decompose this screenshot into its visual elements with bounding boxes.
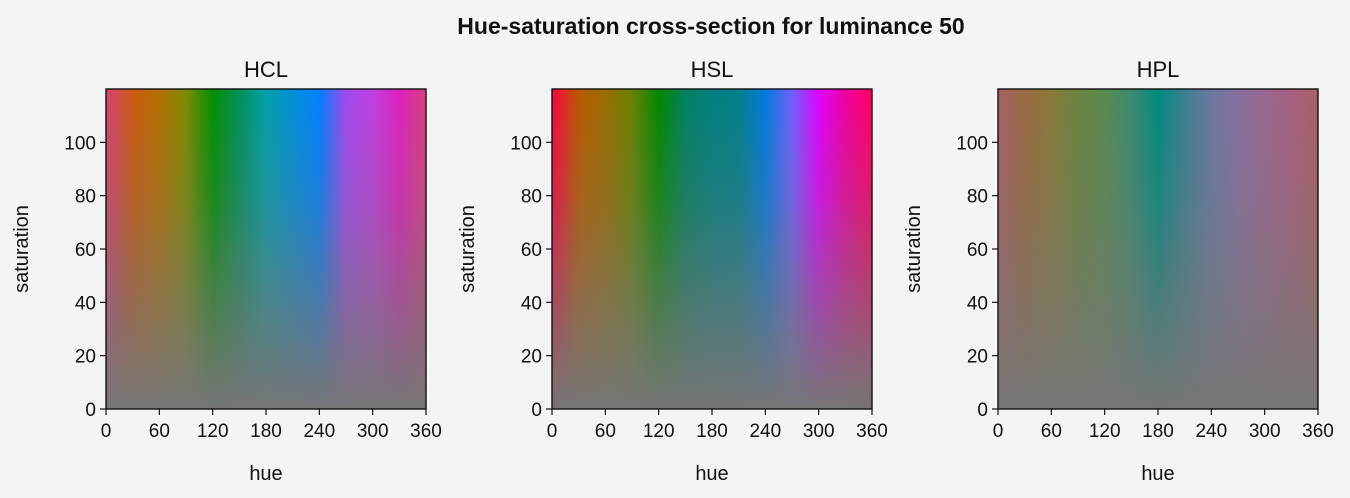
x-axis-label: hue: [1141, 463, 1174, 485]
panel-hsl: HSL 0 60 120 180 240 300 360 0 20 40 60 80 100 hue satu…: [457, 57, 888, 485]
x-tick-label: 0: [993, 421, 1004, 442]
heatmap-saturation-layer: [106, 89, 426, 409]
y-tick-label: 80: [967, 187, 988, 208]
y-tick-label: 80: [75, 187, 96, 208]
y-axis-label: saturation: [457, 205, 479, 293]
y-tick-label: 0: [977, 400, 988, 421]
x-tick-label: 180: [250, 421, 282, 442]
y-tick-label: 20: [75, 347, 96, 368]
x-tick-label: 180: [696, 421, 728, 442]
y-tick-label: 40: [75, 293, 96, 314]
x-tick-label: 240: [749, 421, 781, 442]
x-tick-label: 240: [303, 421, 335, 442]
y-axis-label: saturation: [11, 205, 33, 293]
x-tick-label: 60: [1041, 421, 1062, 442]
x-tick-label: 360: [1302, 421, 1334, 442]
y-tick-label: 100: [64, 133, 96, 154]
y-tick-label: 0: [85, 400, 96, 421]
x-tick-label: 0: [547, 421, 558, 442]
x-axis-label: hue: [695, 463, 728, 485]
x-tick-label: 360: [410, 421, 442, 442]
y-tick-label: 20: [521, 347, 542, 368]
y-tick-label: 40: [967, 293, 988, 314]
x-tick-label: 60: [595, 421, 616, 442]
y-tick-label: 100: [510, 133, 542, 154]
x-tick-label: 120: [1089, 421, 1121, 442]
x-tick-label: 120: [643, 421, 675, 442]
y-tick-label: 60: [967, 240, 988, 261]
x-tick-label: 300: [1249, 421, 1281, 442]
panel-title: HPL: [1137, 57, 1180, 82]
y-tick-label: 80: [521, 187, 542, 208]
y-axis-label: saturation: [903, 205, 925, 293]
x-tick-label: 60: [149, 421, 170, 442]
x-tick-label: 120: [197, 421, 229, 442]
x-tick-label: 240: [1195, 421, 1227, 442]
y-tick-label: 20: [967, 347, 988, 368]
y-tick-label: 0: [531, 400, 542, 421]
panel-hcl: HCL 0 60 120 180 240 300 360 0 20 40 60 80 100 hue satu…: [11, 57, 442, 485]
x-tick-label: 300: [803, 421, 835, 442]
x-tick-label: 0: [101, 421, 112, 442]
y-tick-label: 60: [521, 240, 542, 261]
heatmap-saturation-layer: [998, 89, 1318, 409]
panel-title: HCL: [244, 57, 288, 82]
panel-hpl: HPL 0 60 120 180 240 300 360 0 20 40 60 80 100 hue satu…: [903, 57, 1334, 485]
x-axis-label: hue: [249, 463, 282, 485]
figure-suptitle: Hue-saturation cross-section for luminan…: [457, 13, 964, 39]
panel-title: HSL: [691, 57, 734, 82]
x-tick-label: 180: [1142, 421, 1174, 442]
x-tick-label: 300: [357, 421, 389, 442]
y-tick-label: 40: [521, 293, 542, 314]
panels: HCL 0 60 120 180 240 300 360 0 20 40 60 80 100 hue satu…: [11, 57, 1334, 485]
y-tick-label: 100: [956, 133, 988, 154]
heatmap-saturation-layer: [552, 89, 872, 409]
x-tick-label: 360: [856, 421, 888, 442]
y-tick-label: 60: [75, 240, 96, 261]
